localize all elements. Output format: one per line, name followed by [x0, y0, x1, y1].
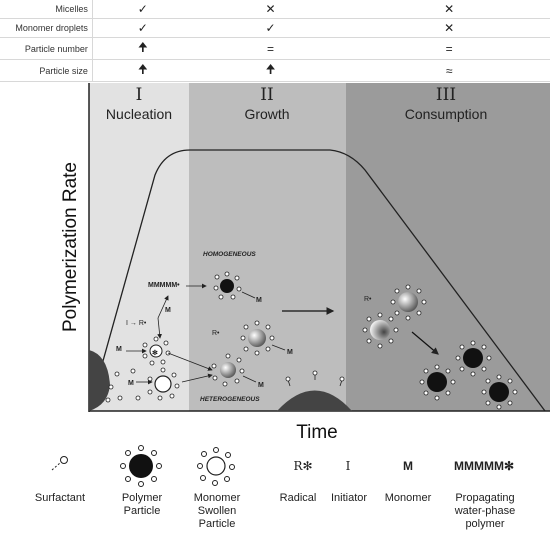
polymer-particle: [481, 374, 518, 410]
monomer-label: M: [258, 382, 264, 389]
row-label: Micelles: [0, 0, 93, 19]
phase-band-growth: [189, 83, 346, 411]
legend-label-monomer-swollen-particle: Monomer Swollen Particle: [193, 492, 241, 530]
x-axis-title: Time: [296, 422, 338, 443]
table-cell: 🠉: [192, 59, 349, 82]
radical-symbol: R✻: [293, 459, 313, 473]
surfactant-icon: [51, 456, 68, 471]
monomer-link: [241, 291, 256, 299]
table-cell: ✕: [348, 18, 550, 38]
consumption-arrow: [411, 331, 439, 355]
polymer-particle: [419, 364, 456, 401]
monomer-label: M: [128, 380, 134, 387]
phase-name-2: Growth: [244, 106, 289, 122]
monomer-droplet: [277, 390, 352, 411]
monomer-symbol: M: [403, 459, 413, 473]
monomer-link: [271, 344, 286, 351]
homogeneous-label: HOMOGENEOUS: [203, 251, 256, 258]
svg-text:✻: ✻: [152, 349, 158, 357]
table-cell: ≈: [348, 59, 550, 82]
table-cell: =: [192, 37, 349, 60]
table-cell: ✓: [192, 18, 349, 38]
phase-band-nucleation: [89, 83, 189, 411]
phase-name-3: Consumption: [405, 106, 488, 122]
growing-particle: [390, 284, 427, 321]
monomer-droplet: [89, 350, 110, 411]
table-cell: ✕: [192, 0, 349, 19]
monomer-label: M: [256, 297, 262, 304]
free-surfactants: [105, 368, 141, 403]
row-label: Particle size: [0, 59, 93, 82]
table-cell: ✕: [348, 0, 550, 19]
growing-particle: [362, 312, 399, 349]
phase-number-1: I: [136, 85, 143, 105]
monomer-link: [242, 375, 257, 383]
phase-property-table: Micelles ✓ ✕ ✕ Monomer droplets ✓ ✓ ✕ Pa…: [0, 0, 550, 82]
row-label: Monomer droplets: [0, 18, 93, 38]
legend-label-surfactant: Surfactant: [34, 492, 86, 504]
table-cell: =: [348, 37, 550, 60]
table-cell: 🠉: [92, 59, 193, 82]
row-label: Particle number: [0, 37, 93, 60]
table-cell: ✓: [92, 0, 193, 19]
table-row: Monomer droplets ✓ ✓ ✕: [0, 18, 550, 38]
phase-number-2: II: [260, 85, 273, 105]
droplet-surfactants: [285, 370, 345, 387]
growing-particle: [211, 353, 245, 387]
polymer-particle: [213, 271, 242, 300]
monomer-swollen-particle: [147, 367, 180, 401]
monomer-label: M: [165, 307, 171, 314]
initiator-symbol: I: [345, 459, 351, 473]
initiator-reaction-label: I → R•: [126, 320, 147, 327]
reaction-arrows: [126, 283, 213, 385]
phase-number-3: III: [436, 85, 456, 105]
micelle: ✻: [142, 336, 171, 366]
propagating-symbol: MMMMM✻: [453, 459, 515, 473]
polymer-particle: [455, 340, 492, 377]
y-axis-title: Polymerization Rate: [60, 162, 81, 332]
phase-band-consumption: [346, 83, 550, 411]
table-cell: 🠉: [92, 37, 193, 60]
propagating-chain-label: MMMMM•: [148, 282, 180, 289]
monomer-label: M: [287, 349, 293, 356]
phase-name-1: Nucleation: [106, 106, 172, 122]
radical-label: R•: [364, 296, 372, 303]
radical-label: R•: [212, 330, 220, 337]
table-row: Particle number 🠉 = =: [0, 37, 550, 60]
table-cell: ✓: [92, 18, 193, 38]
legend-label-propagating: Propagating water-phase polymer: [454, 492, 516, 530]
growing-particle: [240, 320, 275, 356]
legend-label-initiator: Initiator: [330, 492, 368, 504]
monomer-swollen-particle-icon: [197, 447, 235, 486]
rate-curve: [88, 149, 546, 412]
table-row: Particle size 🠉 🠉 ≈: [0, 59, 550, 82]
table-row: Micelles ✓ ✕ ✕: [0, 0, 550, 19]
legend-label-polymer-particle: Polymer Particle: [121, 492, 163, 517]
legend-label-radical: Radical: [279, 492, 317, 504]
legend-label-monomer: Monomer: [384, 492, 432, 504]
polymer-particle-icon: [120, 445, 162, 487]
monomer-label: M: [116, 346, 122, 353]
heterogeneous-label: HETEROGENEOUS: [200, 396, 260, 403]
